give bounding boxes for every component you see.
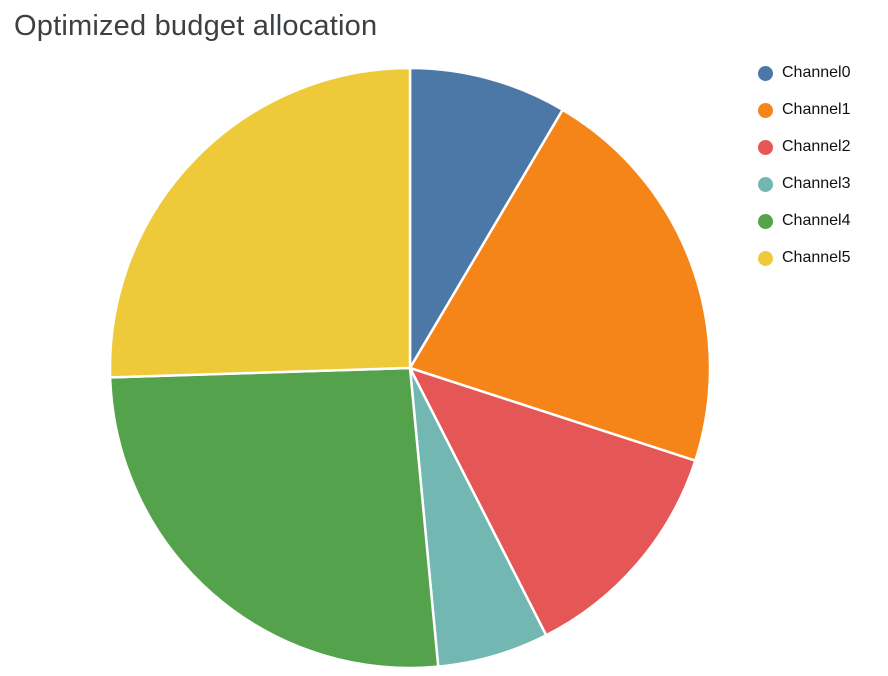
- legend-item-channel3: Channel3: [758, 173, 851, 195]
- legend-item-channel4: Channel4: [758, 210, 851, 232]
- legend-label: Channel5: [782, 249, 851, 266]
- legend-swatch-icon: [758, 139, 773, 155]
- pie-slice-channel5: [108, 66, 412, 379]
- legend-label: Channel3: [782, 175, 851, 192]
- legend-swatch-icon: [758, 102, 773, 118]
- legend-item-channel5: Channel5: [758, 247, 851, 269]
- pie-slice-channel4: [108, 366, 440, 670]
- pie-slice-channel1: [408, 108, 712, 462]
- legend-swatch-icon: [758, 176, 773, 192]
- legend: Channel0 Channel1 Channel2 Channel3 Channel4…: [758, 62, 851, 284]
- legend-item-channel1: Channel1: [758, 99, 851, 121]
- pie-slice-channel0: [408, 66, 564, 370]
- legend-label: Channel0: [782, 64, 851, 81]
- legend-item-channel2: Channel2: [758, 136, 851, 158]
- legend-item-channel0: Channel0: [758, 62, 851, 84]
- legend-label: Channel1: [782, 101, 851, 118]
- chart-title: Optimized budget allocation: [14, 10, 378, 42]
- legend-swatch-icon: [758, 65, 773, 81]
- legend-swatch-icon: [758, 250, 773, 266]
- pie-slice-channel2: [408, 366, 697, 637]
- legend-label: Channel2: [782, 138, 851, 155]
- legend-label: Channel4: [782, 212, 851, 229]
- legend-swatch-icon: [758, 213, 773, 229]
